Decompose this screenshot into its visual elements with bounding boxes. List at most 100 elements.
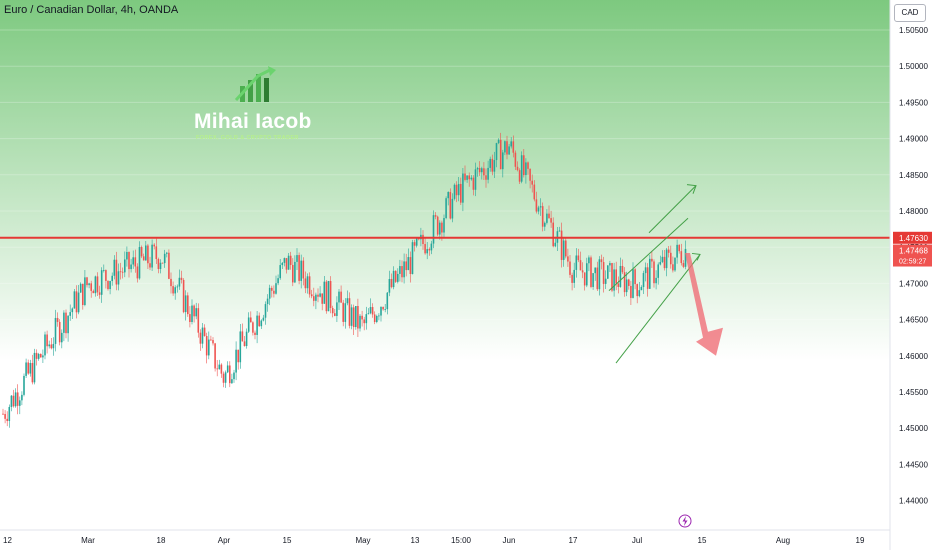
candle-body [205,336,208,356]
candle-body [329,281,332,308]
candle-body [537,207,540,212]
candle-body [436,216,439,235]
candle-body [390,278,393,288]
candle-body [67,315,69,334]
time-tick-label: 19 [856,536,865,545]
candle-body [644,267,647,274]
candle-body [149,263,151,268]
candle-body [287,255,290,270]
candle-body [586,263,588,286]
candle-body [174,287,176,294]
candle-body [558,230,561,232]
candle-body [306,276,309,289]
candle-body [119,271,122,273]
candle-body [271,287,273,291]
candle-body [69,312,71,316]
candle-body [548,213,550,219]
candle-body [315,294,317,301]
candle-body [195,308,197,317]
currency-button[interactable]: CAD [894,4,926,22]
candle-body [283,258,286,263]
candle-body [6,418,8,422]
candle-body [474,169,477,190]
candle-body [134,257,137,267]
candle-body [163,253,166,264]
candle-body [264,304,267,318]
candle-body [460,183,462,203]
candle-body [155,246,158,260]
candle-body [655,277,657,284]
candle-body [138,246,141,279]
candle-body [623,272,626,293]
channel-lower-line [615,254,701,364]
candle-body [8,406,11,422]
price-tick-label: 1.45500 [899,388,928,397]
time-tick-label: 15 [283,536,292,545]
price-tick-label: 1.47000 [899,279,928,288]
candle-body [145,245,147,261]
candle-body [268,287,271,299]
candle-body [653,261,655,284]
candle-body [424,244,426,254]
candle-body [516,166,519,171]
candle-body [199,332,202,344]
price-axis: 1.50500 1.50000 1.49500 1.49000 1.48500 1.480… [889,0,928,550]
candle-body [208,339,210,356]
candle-body [493,160,496,172]
candle-body [499,139,502,170]
candle-body [241,331,244,342]
candle-body [378,315,380,317]
candle-body [86,277,88,286]
candle-body [336,302,338,316]
candle-body [130,264,132,270]
candle-body [331,307,334,314]
candle-body [367,313,370,315]
candle-body [289,255,292,265]
time-tick-label: 13 [411,536,420,545]
candle-body [109,281,111,290]
candle-body [239,331,242,363]
candle-body [628,279,630,286]
price-tick-label: 1.48000 [899,207,928,216]
candle-body [373,314,376,322]
candle-body [100,270,103,295]
candle-body [294,261,296,283]
candle-body [678,244,680,252]
candle-body [483,168,485,176]
candle-body [615,269,617,284]
candle-body [510,141,512,147]
candle-body [636,284,638,297]
candle-body [235,349,237,373]
candle-body [520,155,523,182]
lightning-icon[interactable] [678,514,692,528]
price-tick-label: 1.45000 [899,424,928,433]
candle-body [430,243,433,251]
candle-body [325,281,328,312]
candle-body [403,261,405,278]
candle-body [535,199,538,212]
candle-body [592,273,594,287]
level-badge [893,231,932,244]
candle-body [451,198,454,219]
price-tick-label: 1.50000 [899,62,928,71]
candle-body [243,341,246,347]
candle-body [334,313,336,316]
candle-body [44,334,46,356]
candle-body [229,365,231,384]
candle-body [121,271,124,273]
time-tick-label: 18 [157,536,166,545]
candle-body [502,152,504,170]
candle-body [600,259,603,263]
candle-body [369,307,372,314]
candle-body [216,368,218,370]
candle-body [625,279,628,293]
candle-body [397,273,399,282]
candle-body [651,258,653,262]
candle-body [350,307,353,326]
candle-body [54,317,57,344]
candle-body [565,240,567,257]
candle-body [512,141,515,153]
candle-body [92,290,95,294]
